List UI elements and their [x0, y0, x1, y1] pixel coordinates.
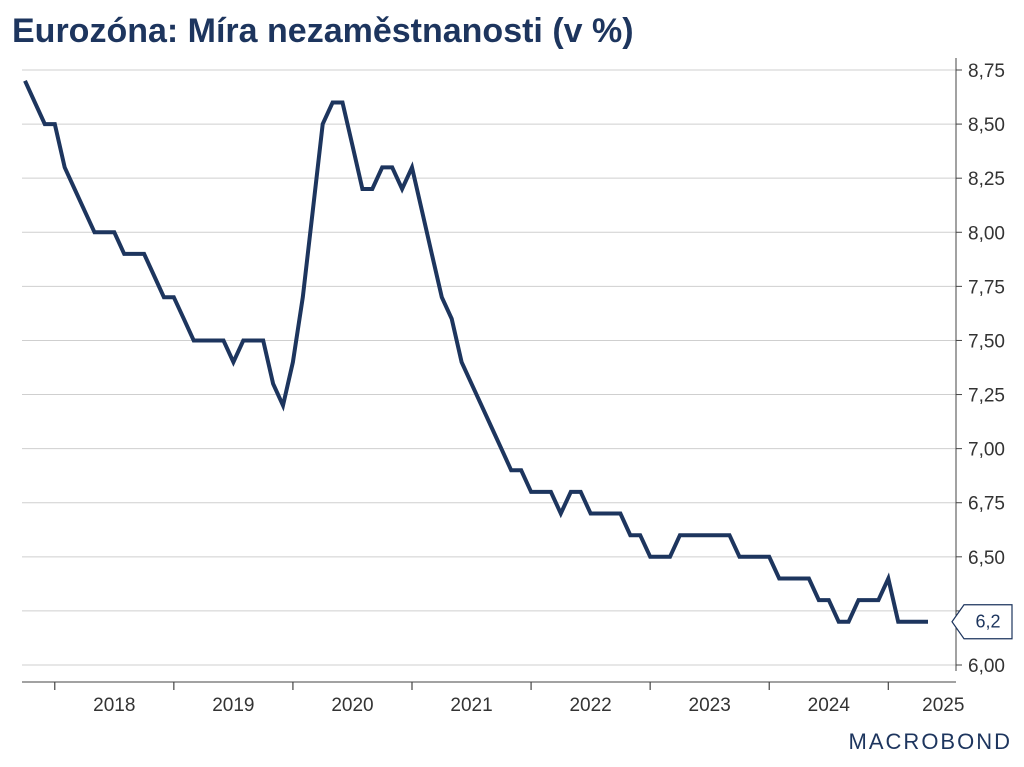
- y-tick-label: 7,75: [968, 277, 1005, 298]
- y-axis: 6,006,256,506,757,007,257,507,758,008,25…: [956, 61, 1005, 677]
- y-tick-label: 6,00: [968, 656, 1005, 677]
- x-tick-label: 2022: [569, 695, 611, 716]
- y-tick-label: 7,50: [968, 331, 1005, 352]
- x-tick-label: 2023: [689, 695, 731, 716]
- series-line: [23, 79, 928, 624]
- x-tick-label: 2021: [450, 695, 492, 716]
- x-tick-label: 2019: [212, 695, 254, 716]
- x-tick-label: 2024: [808, 695, 851, 716]
- y-tick-label: 7,00: [968, 440, 1005, 461]
- gridlines: [22, 69, 956, 666]
- last-value-label-box: [951, 604, 1013, 640]
- y-tick-label: 6,50: [968, 548, 1005, 569]
- y-tick-label: 6,75: [968, 494, 1005, 515]
- last-value-label-text: 6,2: [975, 611, 1000, 631]
- chart-title: Eurozóna: Míra nezaměstnanosti (v %): [12, 12, 634, 50]
- brand-logo: MACROBOND: [848, 729, 1012, 754]
- y-tick-label: 8,50: [968, 115, 1005, 136]
- y-tick-label: 8,00: [968, 223, 1005, 244]
- axes: [22, 58, 957, 683]
- y-tick-label: 7,25: [968, 386, 1005, 407]
- x-tick-label: 2020: [331, 695, 373, 716]
- x-tick-label: 2018: [93, 695, 135, 716]
- y-tick-label: 8,75: [968, 61, 1005, 82]
- last-value-label: 6,2: [951, 604, 1013, 640]
- y-tick-label: 8,25: [968, 169, 1005, 190]
- x-axis: 2018 2019 2020 2021 2022 2023 2024 2025: [54, 682, 964, 716]
- x-tick-label: 2025: [922, 695, 964, 716]
